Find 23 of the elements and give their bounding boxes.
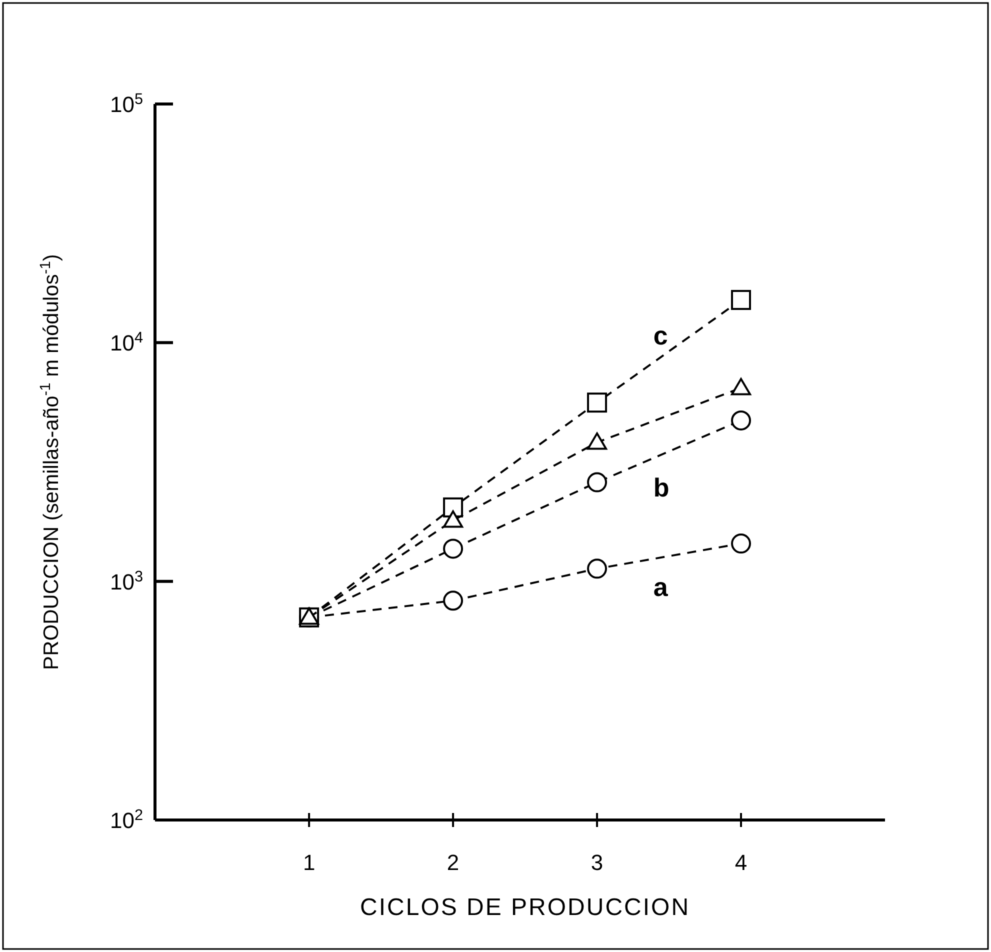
point	[587, 558, 608, 579]
x-tick-label: 3	[590, 850, 604, 875]
y-tick-label: 10$^{3}$	[110, 568, 143, 594]
x-tick-label: 2	[446, 850, 460, 875]
point	[443, 538, 464, 559]
series-label: a	[653, 572, 668, 602]
point	[443, 510, 464, 528]
x-axis-title: CICLOS DE PRODUCCION	[360, 894, 690, 921]
y-tick-label: 10$^{4}$	[110, 329, 144, 356]
point	[731, 290, 752, 310]
point	[587, 432, 608, 450]
point	[731, 378, 752, 396]
point	[587, 392, 608, 413]
series-label: c	[653, 320, 668, 351]
series-label: b	[653, 472, 670, 503]
x-tick-label: 4	[734, 850, 748, 875]
point	[587, 472, 608, 492]
point	[731, 410, 752, 430]
y-tick-label: 10$^{5}$	[110, 90, 143, 117]
point	[443, 590, 464, 611]
x-tick-label: 1	[302, 850, 316, 875]
point	[731, 534, 752, 554]
y-tick-label: 10$^{2}$	[110, 806, 143, 833]
